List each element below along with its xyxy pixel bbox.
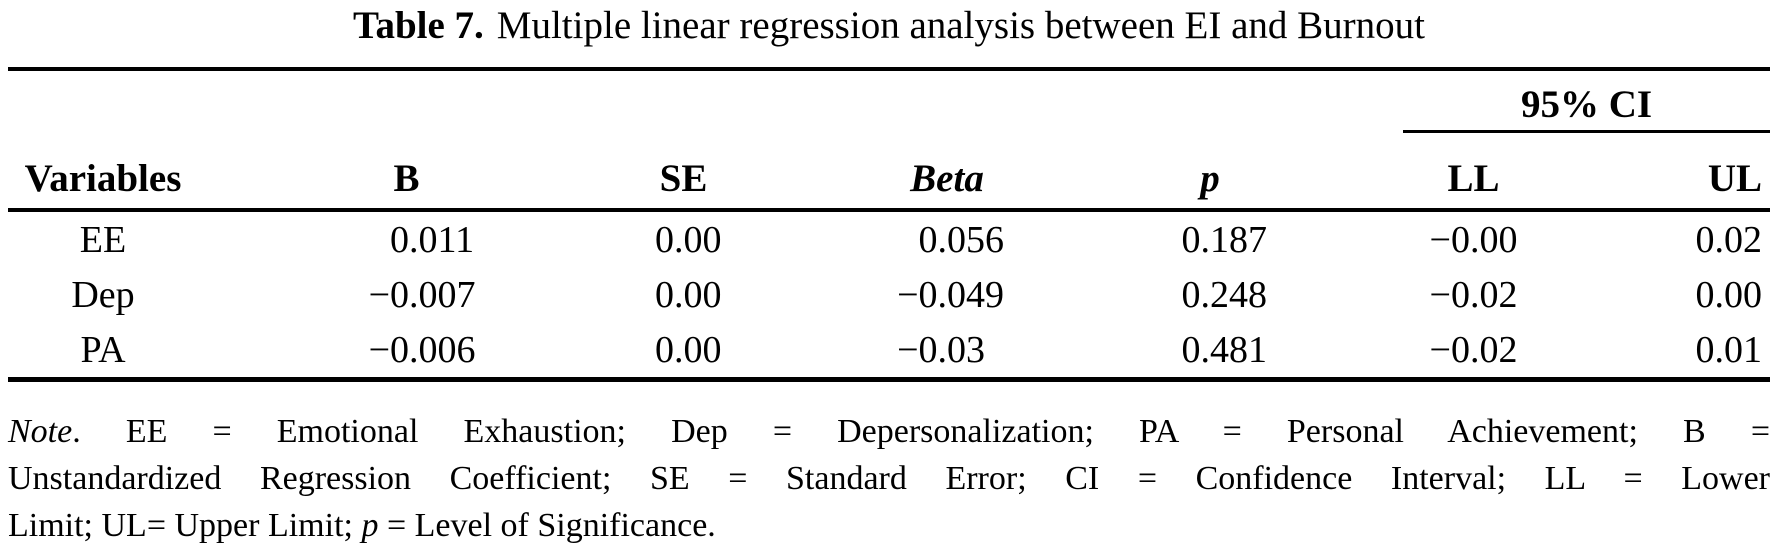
col-header-ul: UL	[1605, 133, 1770, 212]
caption-label: Table 7.	[353, 4, 484, 47]
caption-text: Multiple linear regression analysis betw…	[496, 4, 1425, 47]
note-line: Limit; UL= Upper Limit; p = Level of Sig…	[8, 507, 716, 544]
cell-variable: EE	[79, 218, 127, 261]
column-header-row: Variables B SE Beta p LL UL	[8, 133, 1770, 212]
note-line: Note. EE = Emotional Exhaustion; Dep = D…	[8, 413, 1770, 450]
cell-se: 0. 00	[655, 273, 722, 316]
note-p-symbol: p	[361, 507, 379, 544]
cell-ll: −0.02	[1342, 322, 1605, 382]
ci-spacer-cell	[8, 69, 1342, 133]
table-row-dep: Dep −0. 007 0. 00 −0. 049 0. 248 −0.02 0.00	[8, 267, 1770, 322]
ci-group-row: 95% CI	[8, 69, 1770, 133]
table-row-ee: EE 0. 011 0. 00 0. 056 0. 187 −0.00 0.02	[8, 210, 1770, 267]
cell-variable: PA	[8, 322, 262, 382]
cell-variable: Dep	[71, 273, 135, 316]
cell-ul: 0.02	[1695, 218, 1763, 261]
table-caption: Table 7. Multiple linear regression analy…	[0, 0, 1778, 67]
col-header-se: SE	[551, 133, 816, 212]
cell-p: 0. 187	[1181, 218, 1268, 261]
cell-b: 0. 011	[390, 218, 475, 261]
cell-b: −0. 006	[262, 322, 551, 382]
ci-group-cell: 95% CI	[1342, 69, 1770, 133]
cell-ll: −0.02	[1429, 273, 1518, 316]
ci-group-header: 95% CI	[1403, 82, 1770, 133]
cell-se: 0. 00	[551, 322, 816, 382]
cell-ul: 0.00	[1695, 273, 1763, 316]
cell-p: 0. 248	[1181, 273, 1268, 316]
note-line: Unstandardized Regression Coefficient; S…	[8, 460, 1770, 497]
table-note: Note. EE = Emotional Exhaustion; Dep = D…	[8, 408, 1770, 549]
col-header-p: p	[1078, 133, 1342, 212]
col-header-beta: Beta	[816, 133, 1078, 212]
cell-ul: 0.01	[1605, 322, 1770, 382]
cell-beta: 0. 056	[918, 218, 1005, 261]
col-header-variables: Variables	[8, 133, 262, 212]
cell-se: 0. 00	[655, 218, 722, 261]
regression-table: 95% CI Variables B SE Beta p LL UL EE 0.…	[8, 67, 1770, 382]
cell-ll: −0.00	[1429, 218, 1518, 261]
cell-p: 0. 481	[1078, 322, 1342, 382]
cell-beta: −0. 03	[816, 322, 1078, 382]
col-header-ll: LL	[1342, 133, 1605, 212]
col-header-b: B	[262, 133, 551, 212]
cell-beta: −0. 049	[897, 273, 1004, 316]
cell-b: −0. 007	[368, 273, 476, 316]
table-row-pa: PA −0. 006 0. 00 −0. 03 0. 481 −0.02 0.01	[8, 322, 1770, 382]
note-label: Note	[8, 413, 73, 450]
